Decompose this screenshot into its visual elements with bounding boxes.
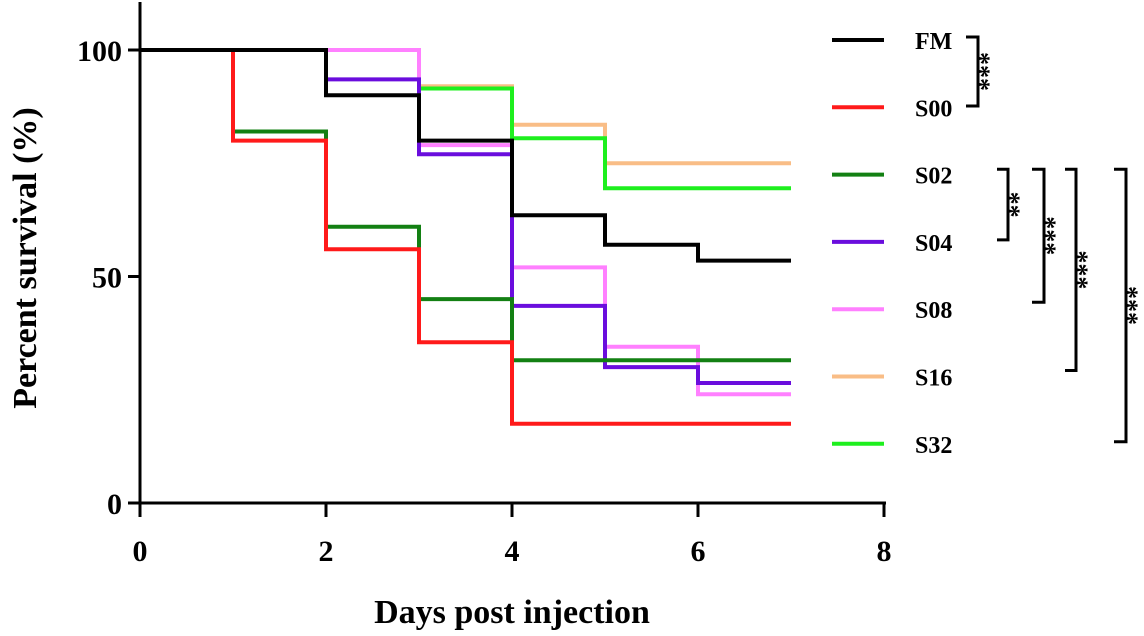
y-tick-label: 100 xyxy=(77,35,122,68)
significance-label: *** xyxy=(1040,216,1069,255)
legend-label-s08: S08 xyxy=(915,298,952,324)
x-axis-title: Days post injection xyxy=(374,594,650,631)
significance-label: *** xyxy=(1072,250,1101,289)
legend-label-fm: FM xyxy=(915,29,952,55)
y-tick-label: 0 xyxy=(107,488,122,521)
significance-label: *** xyxy=(974,52,1003,91)
significance-bracket xyxy=(1032,167,1046,304)
series-line-s00 xyxy=(140,48,791,426)
plot-series-group xyxy=(140,48,791,426)
significance-bracket xyxy=(997,167,1010,242)
significance-bracket xyxy=(1114,167,1128,444)
x-tick-label: 0 xyxy=(133,535,148,568)
x-tick-label: 4 xyxy=(505,535,520,568)
series-line-s04 xyxy=(140,48,791,385)
y-axis-title: Percent survival (%) xyxy=(7,107,44,409)
x-ticks-group: 0 2 4 6 8 xyxy=(133,503,892,568)
x-tick-label: 8 xyxy=(877,535,892,568)
x-tick-label: 6 xyxy=(691,535,706,568)
x-tick-label: 2 xyxy=(319,535,334,568)
significance-label: *** xyxy=(1122,286,1144,325)
series-line-s02 xyxy=(140,48,791,363)
legend-label-s02: S02 xyxy=(915,164,952,190)
series-line-fm xyxy=(140,48,791,263)
y-tick-label: 50 xyxy=(92,262,122,295)
significance-bracket xyxy=(966,35,980,108)
significance-label: ** xyxy=(1004,192,1033,218)
legend: FM S00 S02 S04 S08 S16 S32 xyxy=(832,29,952,459)
significance-bracket xyxy=(1065,167,1078,372)
significance-brackets: ************** xyxy=(966,35,1144,444)
legend-label-s32: S32 xyxy=(915,433,952,459)
legend-label-s00: S00 xyxy=(915,96,952,122)
legend-label-s04: S04 xyxy=(915,231,952,257)
legend-label-s16: S16 xyxy=(915,366,952,392)
y-ticks-group: 0 50 100 xyxy=(77,35,140,521)
series-line-s32 xyxy=(140,48,791,191)
